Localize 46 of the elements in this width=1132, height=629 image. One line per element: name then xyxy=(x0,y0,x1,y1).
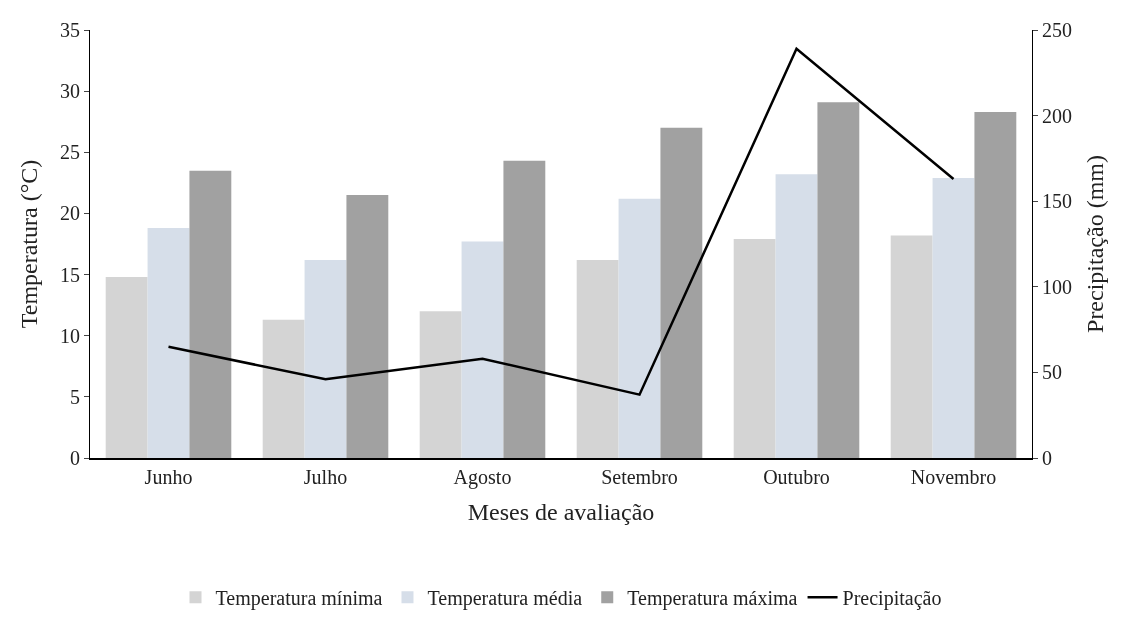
bar xyxy=(660,127,703,458)
legend-label: Temperatura mínima xyxy=(215,587,383,611)
legend-label: Temperatura máxima xyxy=(627,587,798,611)
y2-tick-label: 100 xyxy=(1042,275,1072,298)
y-tick-label: 20 xyxy=(60,202,80,225)
legend-label: Precipitação xyxy=(842,587,942,611)
y2-tick-label: 250 xyxy=(1042,19,1072,41)
bar xyxy=(189,170,232,458)
bar xyxy=(147,228,190,458)
bar xyxy=(890,235,933,458)
x-tick-label: Junho xyxy=(144,466,193,488)
x-tick-label: Outubro xyxy=(763,466,830,488)
bar xyxy=(461,241,504,458)
bar xyxy=(576,259,619,458)
bar xyxy=(733,239,776,458)
y-tick-label: 10 xyxy=(60,324,80,347)
y-tick-label: 5 xyxy=(70,385,80,408)
y2-tick-label: 200 xyxy=(1042,104,1072,127)
bar xyxy=(974,111,1017,458)
y-tick-label: 15 xyxy=(60,263,80,286)
bar xyxy=(618,198,661,458)
x-axis-title: Meses de avaliação xyxy=(467,498,655,525)
y2-tick-label: 150 xyxy=(1042,190,1072,213)
bar xyxy=(775,174,818,458)
bar xyxy=(932,177,975,458)
x-tick-label: Novembro xyxy=(910,466,997,488)
y-tick-label: 25 xyxy=(60,141,80,164)
y-tick-label: 30 xyxy=(60,80,80,103)
y2-tick-label: 0 xyxy=(1042,447,1052,469)
x-tick-label: Setembro xyxy=(601,466,678,488)
bar xyxy=(105,277,148,458)
y-axis-title: Temperatura (°C) xyxy=(16,159,43,329)
bar xyxy=(262,319,305,458)
bar xyxy=(817,102,860,458)
bar xyxy=(346,195,389,458)
y2-axis-title: Precipitação (mm) xyxy=(1082,155,1109,333)
y2-tick-label: 50 xyxy=(1042,361,1062,384)
y-tick-label: 35 xyxy=(60,19,80,41)
legend-label: Temperatura média xyxy=(427,587,583,611)
x-tick-label: Julho xyxy=(303,466,348,488)
x-tick-label: Agosto xyxy=(453,466,512,489)
y-tick-label: 0 xyxy=(70,447,80,469)
line-series xyxy=(167,47,955,396)
bar xyxy=(419,311,462,458)
bar xyxy=(304,259,347,458)
bar xyxy=(503,160,546,458)
